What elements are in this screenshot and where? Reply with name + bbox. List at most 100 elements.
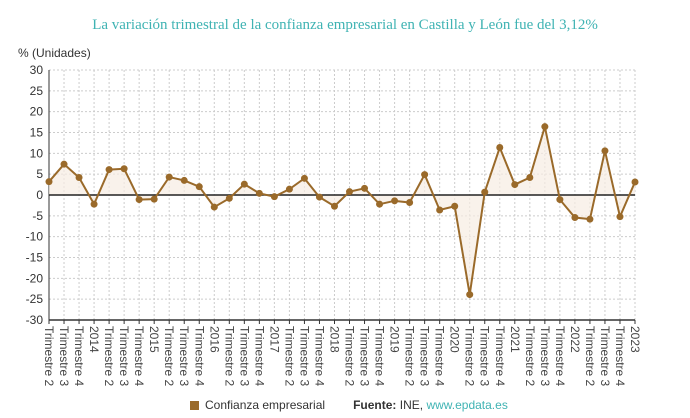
y-tick-label: 20 <box>30 105 44 119</box>
data-point <box>255 189 263 197</box>
y-tick-label: -15 <box>26 251 44 265</box>
x-tick-label: Trimestre 2 <box>222 326 236 387</box>
chart-title: La variación trimestral de la confianza … <box>92 17 598 33</box>
legend-series-label: Confianza empresarial <box>205 398 326 412</box>
data-point <box>135 196 143 204</box>
source-label: Fuente: <box>353 398 397 412</box>
x-tick-label: 2016 <box>207 326 221 353</box>
x-tick-label: Trimestre 2 <box>583 326 597 387</box>
x-tick-label: Trimestre 4 <box>433 326 447 387</box>
x-tick-label: Trimestre 3 <box>237 326 251 387</box>
legend: Confianza empresarial Fuente: INE, www.e… <box>190 398 508 412</box>
line-chart: % (Unidades)302520151050-5-10-15-20-25-3… <box>18 46 642 387</box>
data-point <box>60 160 68 168</box>
legend-swatch <box>190 400 199 410</box>
x-tick-label: 2017 <box>267 326 281 353</box>
x-tick-label: Trimestre 3 <box>358 326 372 387</box>
data-point <box>421 171 429 179</box>
data-point <box>315 193 323 201</box>
x-tick-label: Trimestre 4 <box>192 326 206 387</box>
x-tick-label: Trimestre 3 <box>297 326 311 387</box>
data-point <box>270 193 278 201</box>
x-tick-label: Trimestre 3 <box>598 326 612 387</box>
x-tick-label: Trimestre 4 <box>553 326 567 387</box>
x-tick-label: 2014 <box>87 326 101 353</box>
data-point <box>165 173 173 181</box>
x-tick-label: 2023 <box>628 326 642 353</box>
series-line <box>48 126 636 295</box>
data-point <box>511 181 519 189</box>
y-tick-label: -25 <box>26 292 44 306</box>
y-tick-label: 15 <box>30 126 44 140</box>
x-tick-label: Trimestre 2 <box>162 326 176 387</box>
x-tick-label: Trimestre 3 <box>538 326 552 387</box>
data-point <box>541 123 549 131</box>
x-tick-label: Trimestre 2 <box>102 326 116 387</box>
x-tick-label: Trimestre 4 <box>252 326 266 387</box>
x-tick-label: Trimestre 2 <box>403 326 417 387</box>
data-point <box>285 185 293 193</box>
x-tick-label: Trimestre 4 <box>312 326 326 387</box>
y-tick-label: 25 <box>30 84 44 98</box>
data-point <box>45 178 53 186</box>
x-tick-label: Trimestre 4 <box>493 326 507 387</box>
data-point <box>391 197 399 205</box>
y-tick-label: 10 <box>30 146 44 160</box>
x-tick-label: Trimestre 3 <box>418 326 432 387</box>
data-point <box>451 202 459 210</box>
data-point <box>631 178 639 186</box>
x-tick-label: Trimestre 4 <box>613 326 627 387</box>
y-axis-label: % (Unidades) <box>18 46 91 60</box>
data-point <box>195 183 203 191</box>
y-tick-label: 0 <box>36 188 43 202</box>
x-tick-label: Trimestre 2 <box>282 326 296 387</box>
data-point <box>300 174 308 182</box>
x-tick-label: Trimestre 3 <box>117 326 131 387</box>
data-point <box>481 188 489 196</box>
x-tick-label: 2020 <box>448 326 462 353</box>
data-point <box>601 147 609 155</box>
data-point <box>150 195 158 203</box>
data-point <box>586 215 594 223</box>
x-tick-label: Trimestre 2 <box>343 326 357 387</box>
data-point <box>361 184 369 192</box>
data-point <box>75 174 83 181</box>
data-point <box>436 206 444 214</box>
x-tick-label: 2015 <box>147 326 161 353</box>
y-tick-label: -20 <box>26 271 44 285</box>
data-point <box>406 199 414 206</box>
x-tick-label: Trimestre 2 <box>523 326 537 387</box>
x-tick-label: 2022 <box>568 326 582 353</box>
data-point <box>90 200 98 208</box>
source-text: INE, <box>399 398 424 412</box>
data-point <box>496 144 504 151</box>
y-tick-label: 5 <box>36 167 43 181</box>
data-point <box>376 200 384 208</box>
x-tick-label: Trimestre 3 <box>57 326 71 387</box>
y-tick-label: -30 <box>26 313 44 327</box>
x-tick-label: Trimestre 2 <box>42 326 56 387</box>
data-point <box>556 196 564 204</box>
x-tick-label: Trimestre 2 <box>463 326 477 387</box>
y-tick-label: 30 <box>30 63 44 77</box>
x-tick-label: Trimestre 4 <box>373 326 387 387</box>
y-tick-label: -10 <box>26 230 44 244</box>
data-point <box>346 188 354 196</box>
data-point <box>240 180 248 188</box>
x-tick-label: 2021 <box>508 326 522 353</box>
x-tick-label: Trimestre 3 <box>177 326 191 387</box>
x-tick-label: Trimestre 4 <box>132 326 146 387</box>
data-point <box>180 176 188 184</box>
x-tick-label: Trimestre 4 <box>72 326 86 387</box>
series-area <box>49 126 635 295</box>
source-link[interactable]: www.epdata.es <box>426 398 508 412</box>
data-point <box>105 166 113 174</box>
data-point <box>210 203 218 211</box>
data-point <box>571 214 579 221</box>
data-point <box>225 194 233 202</box>
y-tick-label: -5 <box>32 209 43 223</box>
source: Fuente: INE, www.epdata.es <box>353 398 508 412</box>
data-point <box>120 165 128 173</box>
x-tick-label: 2019 <box>388 326 402 353</box>
data-point <box>466 291 474 299</box>
